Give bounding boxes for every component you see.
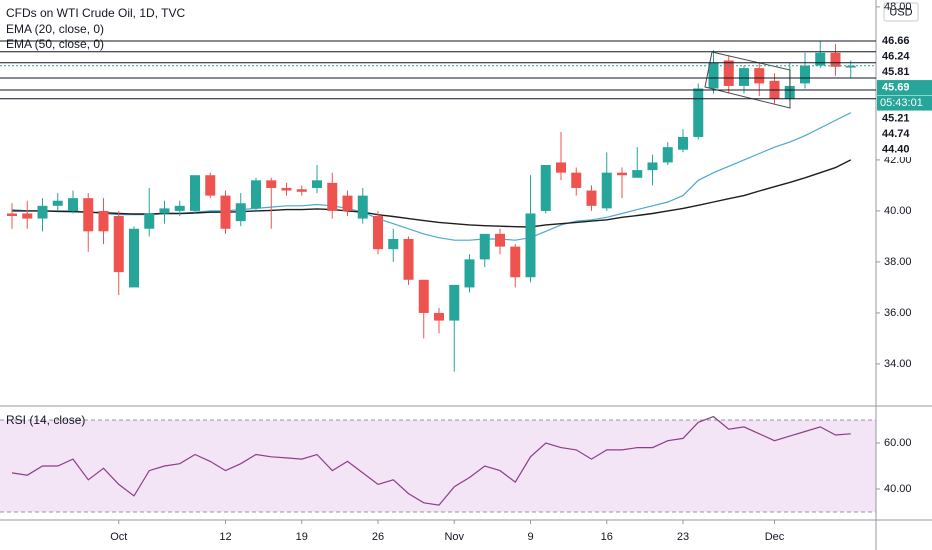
candle-body bbox=[571, 172, 582, 188]
x-tick-label: Nov bbox=[444, 531, 464, 543]
flag-drawing bbox=[704, 51, 791, 109]
candle-body bbox=[601, 172, 612, 209]
candle-body bbox=[266, 180, 277, 188]
candle-body bbox=[662, 147, 673, 163]
candle-body bbox=[83, 198, 94, 232]
candle-body bbox=[37, 205, 48, 219]
candle-body bbox=[617, 172, 627, 176]
candle-body bbox=[7, 213, 17, 217]
legend-entry: EMA (20, close, 0) bbox=[6, 22, 104, 36]
candle-body bbox=[52, 200, 63, 206]
level-label: 44.74 bbox=[882, 128, 910, 140]
candle-body bbox=[357, 195, 368, 219]
chart-title: CFDs on WTI Crude Oil, 1D, TVC bbox=[6, 6, 185, 20]
x-tick-label: 12 bbox=[219, 531, 231, 543]
legend-bg bbox=[0, 4, 172, 52]
candle-body bbox=[174, 205, 185, 211]
level-label-bg bbox=[877, 126, 932, 142]
x-tick-label: 16 bbox=[601, 531, 613, 543]
level-label-bg bbox=[877, 33, 932, 49]
candle-body bbox=[251, 180, 261, 209]
level-label: 44.40 bbox=[882, 143, 910, 155]
candle-body bbox=[586, 190, 597, 206]
level-label-bg bbox=[877, 111, 932, 127]
candle-body bbox=[281, 187, 292, 191]
last-price-label-bg bbox=[877, 80, 932, 96]
candle-body bbox=[754, 68, 765, 84]
candle-body bbox=[235, 203, 246, 222]
candle-body bbox=[693, 88, 704, 137]
level-label-bg bbox=[877, 49, 932, 65]
candle-body bbox=[510, 246, 521, 278]
candle-body bbox=[327, 182, 338, 211]
candle-body bbox=[708, 62, 719, 89]
candle-body bbox=[632, 170, 643, 178]
candle-body bbox=[678, 136, 688, 150]
last-price-label: 45.69 bbox=[882, 81, 910, 93]
level-label-bg bbox=[877, 64, 932, 80]
currency-box[interactable] bbox=[883, 2, 919, 22]
candle-body bbox=[647, 162, 658, 171]
candle-body bbox=[739, 68, 749, 86]
y-tick-label: 48.00 bbox=[884, 1, 912, 13]
x-tick-label: Oct bbox=[110, 531, 127, 543]
x-tick-label: Dec bbox=[765, 531, 785, 543]
candle-body bbox=[434, 312, 444, 321]
currency[interactable]: USD bbox=[889, 6, 912, 18]
candle-body bbox=[464, 259, 475, 288]
candle-body bbox=[312, 180, 322, 188]
candle-body bbox=[98, 210, 109, 232]
candle-body bbox=[830, 52, 841, 67]
candle-body bbox=[479, 233, 490, 260]
candle-body bbox=[205, 175, 216, 196]
candle-body bbox=[113, 216, 124, 273]
level-label: 46.66 bbox=[882, 35, 910, 47]
level-label-bg bbox=[877, 142, 932, 158]
level-label: 45.21 bbox=[882, 112, 910, 124]
y-tick-label: 60.00 bbox=[884, 437, 912, 449]
y-tick-label: 40.00 bbox=[884, 205, 912, 217]
y-tick-label: 40.00 bbox=[884, 483, 912, 495]
candle-body bbox=[556, 162, 566, 173]
candle-body bbox=[68, 198, 78, 211]
countdown-bg bbox=[877, 95, 932, 111]
candle-body bbox=[129, 228, 139, 288]
candle-body bbox=[449, 284, 460, 321]
rsi-line bbox=[11, 415, 851, 506]
candle-body bbox=[495, 233, 505, 247]
candle-body bbox=[144, 213, 155, 229]
rsi-title: RSI (14, close) bbox=[6, 413, 85, 427]
y-tick-label: 36.00 bbox=[884, 307, 912, 319]
legend-entry: EMA (50, close, 0) bbox=[6, 37, 104, 51]
countdown: 05:43:01 bbox=[880, 97, 923, 109]
rsi-band bbox=[0, 420, 876, 512]
candle-body bbox=[525, 213, 536, 278]
plot-area bbox=[0, 41, 876, 513]
candle-body bbox=[220, 195, 231, 229]
level-label: 45.81 bbox=[882, 66, 910, 78]
candle-body bbox=[403, 238, 414, 280]
candle-body bbox=[342, 195, 353, 211]
candle-body bbox=[373, 216, 383, 250]
candle-body bbox=[190, 175, 200, 211]
y-tick-label: 34.00 bbox=[884, 358, 912, 370]
candle-body bbox=[418, 279, 429, 313]
candle-body bbox=[723, 60, 734, 86]
level-label: 46.24 bbox=[882, 50, 910, 62]
candle-body bbox=[159, 208, 170, 214]
x-tick-label: 23 bbox=[677, 531, 689, 543]
y-tick-label: 38.00 bbox=[884, 256, 912, 268]
candle-body bbox=[540, 165, 551, 211]
x-tick-label: 19 bbox=[296, 531, 308, 543]
candle-body bbox=[296, 189, 307, 192]
candle-body bbox=[815, 52, 826, 66]
x-tick-label: 26 bbox=[372, 531, 384, 543]
x-tick-label: 9 bbox=[527, 531, 533, 543]
candle-body bbox=[388, 238, 399, 250]
candle-body bbox=[845, 65, 856, 68]
candle-body bbox=[22, 213, 33, 219]
candle-body bbox=[800, 65, 810, 84]
